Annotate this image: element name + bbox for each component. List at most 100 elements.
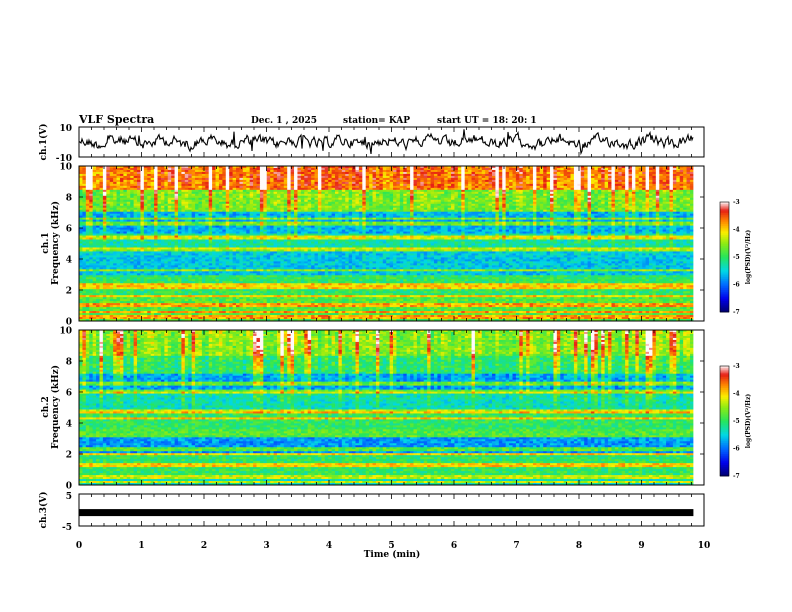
spectrogram-cell xyxy=(133,179,138,183)
spectrogram-cell xyxy=(133,177,138,181)
spectrogram-cell xyxy=(399,183,404,187)
spectrogram-cell xyxy=(352,167,356,171)
spectrogram-cell xyxy=(362,177,367,181)
spectrogram-cell xyxy=(379,177,384,181)
spectrogram-cell xyxy=(655,185,660,189)
spectrogram-cell xyxy=(294,167,298,171)
spectrogram-cell xyxy=(498,191,503,195)
spectrogram-cell xyxy=(263,173,268,177)
spectrogram-cell xyxy=(181,167,186,171)
spectrogram-cell xyxy=(348,179,353,183)
spectrogram-cell xyxy=(567,173,571,177)
spectrogram-cell xyxy=(474,181,479,185)
spectrogram-cell xyxy=(587,177,592,181)
spectrogram-cell xyxy=(256,189,261,193)
spectrogram-cell xyxy=(570,191,575,195)
spectrogram-cell xyxy=(382,177,387,181)
spectrogram-cell xyxy=(389,191,394,195)
spectrogram-cell xyxy=(133,171,138,175)
spectrogram-cell xyxy=(515,193,520,197)
spectrogram-cell xyxy=(181,187,186,191)
spectrogram-cell xyxy=(276,169,281,173)
spectrogram-cell xyxy=(297,189,302,193)
spectrogram-cell xyxy=(393,187,397,191)
spectrogram-cell xyxy=(403,171,408,175)
spectrogram-cell xyxy=(515,179,520,183)
spectrogram-cell xyxy=(669,169,674,173)
spectrogram-cell xyxy=(143,189,148,193)
spectrogram-cell xyxy=(109,183,114,187)
spectrogram-cell xyxy=(140,166,145,169)
spectrogram-cell xyxy=(167,181,172,185)
spectrogram-cell xyxy=(689,179,694,183)
spectrogram-cell xyxy=(621,187,626,191)
spectrogram-cell xyxy=(123,167,128,171)
spectrogram-cell xyxy=(181,166,186,169)
spectrogram-cell xyxy=(157,187,162,191)
spectrogram-cell xyxy=(89,191,94,195)
spectrogram-cell xyxy=(205,187,210,191)
spectrogram-cell xyxy=(270,177,274,181)
spectrogram-cell xyxy=(570,185,575,189)
spectrogram-cell xyxy=(580,175,585,179)
spectrogram-cell xyxy=(140,191,145,195)
spectrogram-cell xyxy=(532,167,537,171)
spectrogram-cell xyxy=(498,189,503,193)
spectrogram-cell xyxy=(249,187,254,191)
spectrogram-cell xyxy=(498,193,503,197)
spectrogram-cell xyxy=(399,173,404,177)
spectrogram-cell xyxy=(266,183,271,187)
spectrogram-cell xyxy=(160,185,165,189)
spectrogram-cell xyxy=(638,173,643,177)
spectrogram-cell xyxy=(188,179,193,183)
spectrogram-cell xyxy=(358,179,363,183)
spectrogram-cell xyxy=(236,167,240,171)
spectrogram-cell xyxy=(594,183,599,187)
spectrogram-cell xyxy=(679,181,684,185)
spectrogram-cell xyxy=(532,185,537,189)
spectrogram-cell xyxy=(505,185,510,189)
spectrogram-cell xyxy=(457,191,462,195)
spectrogram-cell xyxy=(102,177,107,181)
spectrogram-cell xyxy=(597,179,602,183)
spectrogram-cell xyxy=(590,191,595,195)
spectrogram-cell xyxy=(89,185,94,189)
spectrogram-cell xyxy=(519,169,524,173)
spectrogram-cell xyxy=(369,177,373,181)
spectrogram-cell xyxy=(184,167,189,171)
spectrogram-cell xyxy=(526,171,530,175)
spectrogram-cell xyxy=(608,166,612,169)
spectrogram-cell xyxy=(304,175,309,179)
spectrogram-cell xyxy=(502,173,507,177)
spectrogram-cell xyxy=(526,166,530,169)
spectrogram-cell xyxy=(413,189,418,193)
spectrogram-cell xyxy=(573,169,578,173)
spectrogram-cell xyxy=(334,169,339,173)
spectrogram-cell xyxy=(601,191,606,195)
spectrogram-cell xyxy=(662,187,667,191)
spectrogram-cell xyxy=(307,179,312,183)
spectrogram-cell xyxy=(96,171,100,175)
spectrogram-cell xyxy=(188,181,193,185)
spectrogram-cell xyxy=(410,171,414,175)
spectrogram-cell xyxy=(618,181,623,185)
spectrogram-cell xyxy=(621,169,626,173)
spectrogram-cell xyxy=(263,193,268,197)
spectrogram-cell xyxy=(365,166,370,169)
spectrogram-cell xyxy=(468,175,472,179)
spectrogram-cell xyxy=(386,173,390,177)
spectrogram-cell xyxy=(294,177,298,181)
spectrogram-cell xyxy=(509,191,513,195)
spectrogram-cell xyxy=(526,181,530,185)
spectrogram-cell xyxy=(553,179,558,183)
spectrogram-cell xyxy=(676,166,681,169)
spectrogram-cell xyxy=(433,177,438,181)
spectrogram-cell xyxy=(259,183,264,187)
spectrogram-cell xyxy=(597,175,602,179)
spectrogram-cell xyxy=(420,189,425,193)
spectrogram-cell xyxy=(611,167,616,171)
spectrogram-cell xyxy=(433,181,438,185)
spectrogram-cell xyxy=(215,173,220,177)
spectrogram-cell xyxy=(82,181,87,185)
spectrogram-cell xyxy=(283,193,288,197)
